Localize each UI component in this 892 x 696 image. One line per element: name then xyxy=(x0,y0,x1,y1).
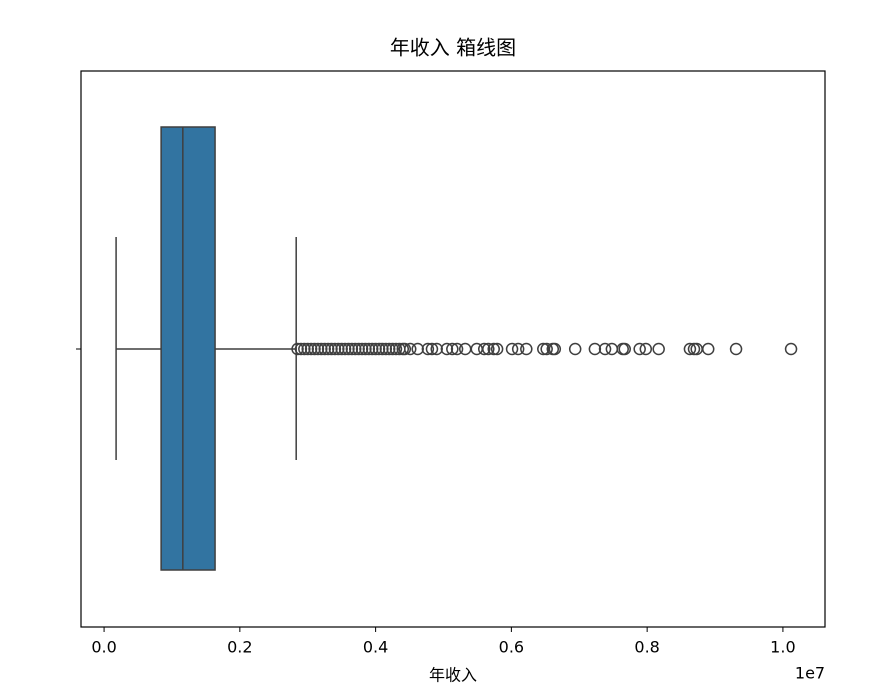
outlier xyxy=(490,342,504,356)
outlier xyxy=(298,342,311,356)
outlier xyxy=(308,342,321,356)
outlier xyxy=(690,342,703,356)
outlier xyxy=(386,342,399,356)
chart-title: 年收入 箱线图 xyxy=(390,36,516,60)
outlier xyxy=(301,342,314,356)
outlier xyxy=(372,342,386,356)
outlier xyxy=(328,342,342,356)
outlier xyxy=(321,342,335,356)
x-axis-label: 年收入 xyxy=(429,666,477,685)
outlier xyxy=(352,342,365,356)
x-tick-label: 1.0 xyxy=(770,638,795,657)
outlier xyxy=(568,342,582,356)
x-tick-label: 0.2 xyxy=(227,638,252,657)
outlier xyxy=(379,342,393,356)
outlier xyxy=(325,342,338,356)
outlier xyxy=(450,342,464,356)
outlier xyxy=(784,342,798,356)
x-tick-label: 0.4 xyxy=(363,638,388,657)
outlier xyxy=(318,342,331,356)
outlier xyxy=(633,342,646,356)
outlier xyxy=(487,342,500,356)
outlier xyxy=(294,342,308,356)
outlier xyxy=(342,342,355,356)
outlier xyxy=(335,342,348,356)
outlier xyxy=(362,342,376,356)
outlier xyxy=(540,342,553,356)
outlier xyxy=(291,342,304,356)
outlier xyxy=(548,342,562,356)
outlier xyxy=(440,342,454,356)
outlier xyxy=(683,342,697,356)
outlier xyxy=(430,342,443,356)
outlier xyxy=(311,342,325,356)
outlier xyxy=(505,342,519,356)
plot-frame xyxy=(80,70,826,628)
outlier xyxy=(458,342,472,356)
outlier xyxy=(520,342,533,356)
outlier xyxy=(369,342,382,356)
outlier xyxy=(425,342,439,356)
outlier xyxy=(382,342,396,356)
outlier xyxy=(605,342,619,356)
outlier xyxy=(345,342,359,356)
outlier xyxy=(477,342,491,356)
outlier xyxy=(588,342,602,356)
outlier xyxy=(652,342,665,356)
outlier xyxy=(446,342,459,356)
outlier xyxy=(729,342,743,356)
outlier xyxy=(421,342,435,356)
outlier xyxy=(359,342,372,356)
outlier xyxy=(411,342,424,356)
outlier xyxy=(355,342,369,356)
outlier xyxy=(389,342,403,356)
outlier xyxy=(348,342,362,356)
outlier xyxy=(338,342,352,356)
outlier xyxy=(304,342,318,356)
outlier xyxy=(618,342,631,356)
outlier xyxy=(365,342,379,356)
outlier xyxy=(398,342,412,356)
offset-label: 1e7 xyxy=(795,664,825,683)
box xyxy=(160,126,216,571)
x-tick-label: 0.6 xyxy=(499,638,524,657)
x-tick-label: 0.8 xyxy=(634,638,659,657)
outlier xyxy=(639,342,653,356)
outlier xyxy=(701,342,715,356)
x-tick-label: 0.0 xyxy=(91,638,116,657)
outlier xyxy=(403,342,417,356)
outlier xyxy=(315,342,328,356)
outlier xyxy=(598,342,612,356)
outlier xyxy=(332,342,345,356)
outlier xyxy=(511,342,525,356)
outlier xyxy=(482,342,495,356)
outlier xyxy=(376,342,389,356)
